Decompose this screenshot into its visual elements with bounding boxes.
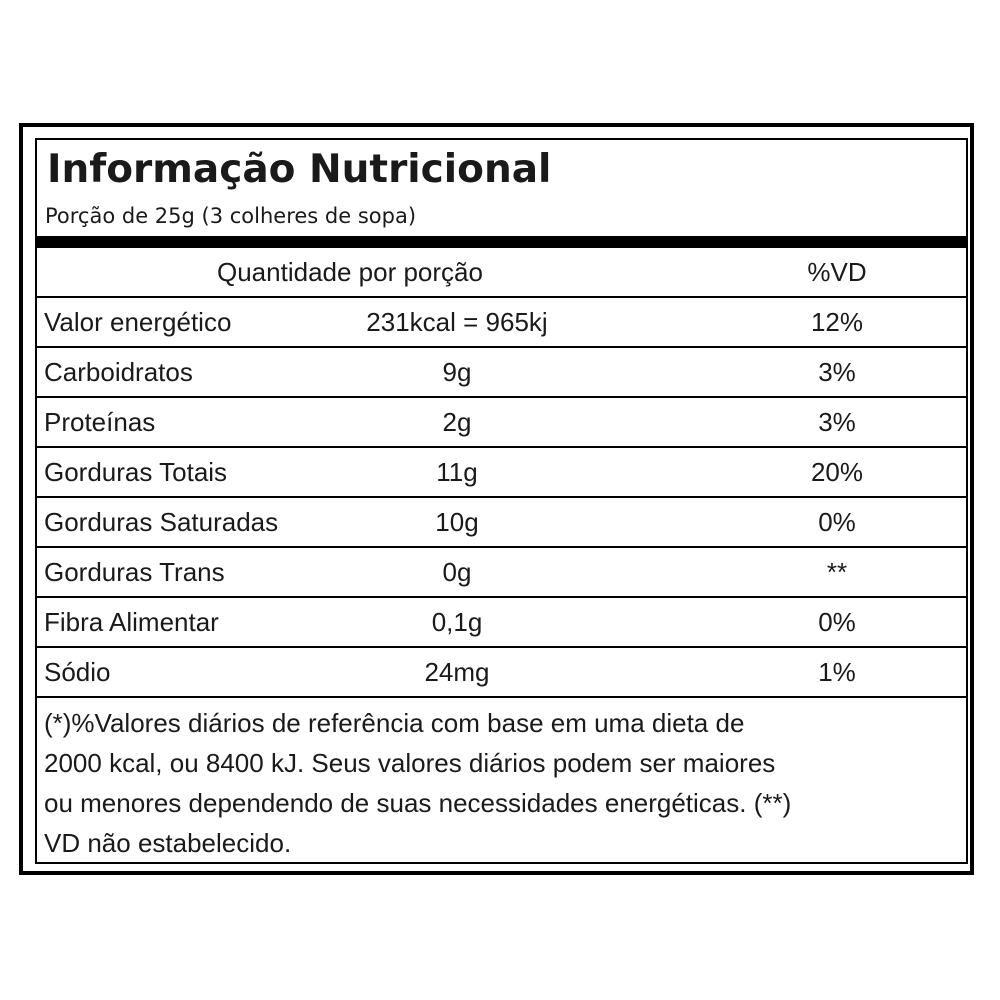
title-divider-bar xyxy=(37,236,966,248)
label-title: Informação Nutricional xyxy=(47,147,552,192)
nutrition-label: Informação Nutricional Porção de 25g (3 … xyxy=(35,138,968,864)
footnote-line: (*)%Valores diários de referência com ba… xyxy=(44,708,745,738)
table-row: Fibra Alimentar 0,1g 0% xyxy=(37,598,966,648)
nutrient-name: Sódio xyxy=(44,657,111,687)
nutrient-name: Gorduras Totais xyxy=(44,457,228,487)
nutrient-name: Gorduras Trans xyxy=(44,557,225,587)
nutrient-vd: 1% xyxy=(818,657,856,687)
nutrient-amount: 9g xyxy=(442,357,472,387)
table-row: Valor energético 231kcal = 965kj 12% xyxy=(37,298,966,348)
table-row: Gorduras Totais 11g 20% xyxy=(37,448,966,498)
nutrient-vd: 0% xyxy=(818,507,856,537)
nutrient-name: Carboidratos xyxy=(44,357,193,387)
footnote-line: ou menores dependendo de suas necessidad… xyxy=(44,788,792,818)
table-row: Carboidratos 9g 3% xyxy=(37,348,966,398)
nutrient-amount: 24mg xyxy=(424,657,490,687)
nutrient-amount: 0g xyxy=(442,557,472,587)
nutrient-vd: 3% xyxy=(818,357,856,387)
nutrient-name: Proteínas xyxy=(44,407,156,437)
nutrient-vd: 3% xyxy=(818,407,856,437)
footnote-line: 2000 kcal, ou 8400 kJ. Seus valores diár… xyxy=(44,748,776,778)
table-row: Proteínas 2g 3% xyxy=(37,398,966,448)
table-row: Gorduras Saturadas 10g 0% xyxy=(37,498,966,548)
table-header-row: Quantidade por porção %VD xyxy=(37,248,966,298)
nutrient-name: Fibra Alimentar xyxy=(44,607,219,637)
nutrient-amount: 11g xyxy=(436,457,478,487)
nutrient-vd: 20% xyxy=(810,457,864,487)
nutrient-amount: 0,1g xyxy=(431,607,483,637)
nutrient-name: Valor energético xyxy=(44,307,232,337)
nutrient-vd: 12% xyxy=(810,307,864,337)
footnote-line: VD não estabelecido. xyxy=(44,828,292,858)
nutrient-vd: ** xyxy=(826,557,848,587)
table-row: Sódio 24mg 1% xyxy=(37,648,966,698)
nutrient-vd: 0% xyxy=(818,607,856,637)
table-row: Gorduras Trans 0g ** xyxy=(37,548,966,598)
nutrient-amount: 2g xyxy=(442,407,472,437)
header-vd: %VD xyxy=(807,257,867,287)
footnote: (*)%Valores diários de referência com ba… xyxy=(44,703,959,863)
nutrient-amount: 231kcal = 965kj xyxy=(366,307,548,337)
header-quantity: Quantidade por porção xyxy=(217,257,483,287)
nutrient-name: Gorduras Saturadas xyxy=(44,507,279,537)
serving-size: Porção de 25g (3 colheres de sopa) xyxy=(45,204,417,228)
nutrient-amount: 10g xyxy=(435,507,479,537)
